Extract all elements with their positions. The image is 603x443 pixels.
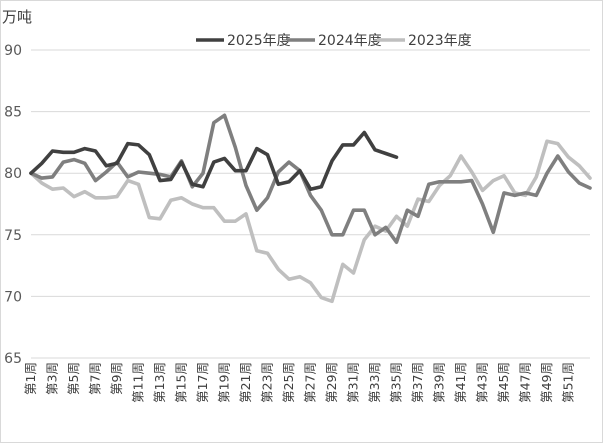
x-tick-label: 第7周	[88, 362, 103, 395]
x-tick-label: 第37周	[410, 362, 425, 403]
x-tick-label: 第21周	[238, 362, 253, 403]
x-tick-label: 第49周	[539, 362, 554, 403]
series-line-2	[29, 139, 592, 304]
x-tick-label: 第17周	[195, 362, 210, 403]
x-tick-label: 第15周	[174, 362, 189, 403]
x-tick-label: 第35周	[389, 362, 404, 403]
x-tick-label: 第25周	[281, 362, 296, 403]
x-tick-label: 第39周	[432, 362, 447, 403]
x-tick-label: 第43周	[475, 362, 490, 403]
y-tick-label: 90	[4, 43, 22, 59]
x-tick-label: 第1周	[23, 362, 38, 395]
series-lines	[29, 113, 592, 304]
x-tick-label: 第13周	[152, 362, 167, 403]
legend-label-0: 2025年度	[227, 33, 291, 49]
legend-label-1: 2024年度	[318, 33, 382, 49]
x-tick-label: 第33周	[367, 362, 382, 403]
legend: 2025年度 2024年度 2023年度	[196, 33, 472, 49]
x-tick-label: 第27周	[303, 362, 318, 403]
y-tick-label: 65	[4, 351, 22, 367]
y-axis-tick-labels: 65 70 75 80 85 90	[4, 43, 22, 367]
x-tick-label: 第11周	[131, 362, 146, 403]
legend-label-2: 2023年度	[408, 33, 472, 49]
x-tick-label: 第3周	[45, 362, 60, 395]
x-tick-label: 第19周	[217, 362, 232, 403]
y-tick-label: 85	[4, 105, 22, 121]
gridlines	[31, 49, 590, 359]
x-tick-label: 第41周	[453, 362, 468, 403]
y-tick-label: 70	[4, 289, 22, 305]
x-tick-label: 第9周	[109, 362, 124, 395]
x-axis-tick-labels: 第1周 第3周 第5周 第7周 第9周 第11周 第13周 第15周 第17周 第19周 第21周第…	[23, 362, 576, 403]
x-tick-label: 第31周	[346, 362, 361, 403]
y-axis-unit-label: 万吨	[2, 8, 32, 26]
y-tick-label: 80	[4, 166, 22, 182]
x-tick-label: 第23周	[260, 362, 275, 403]
x-tick-label: 第45周	[496, 362, 511, 403]
series-line-1	[29, 113, 592, 244]
x-tick-label: 第51周	[561, 362, 576, 403]
x-tick-label: 第29周	[324, 362, 339, 403]
y-tick-label: 75	[4, 228, 22, 244]
x-tick-label: 第47周	[518, 362, 533, 403]
x-tick-label: 第5周	[66, 362, 81, 395]
series-line-0	[29, 130, 399, 191]
